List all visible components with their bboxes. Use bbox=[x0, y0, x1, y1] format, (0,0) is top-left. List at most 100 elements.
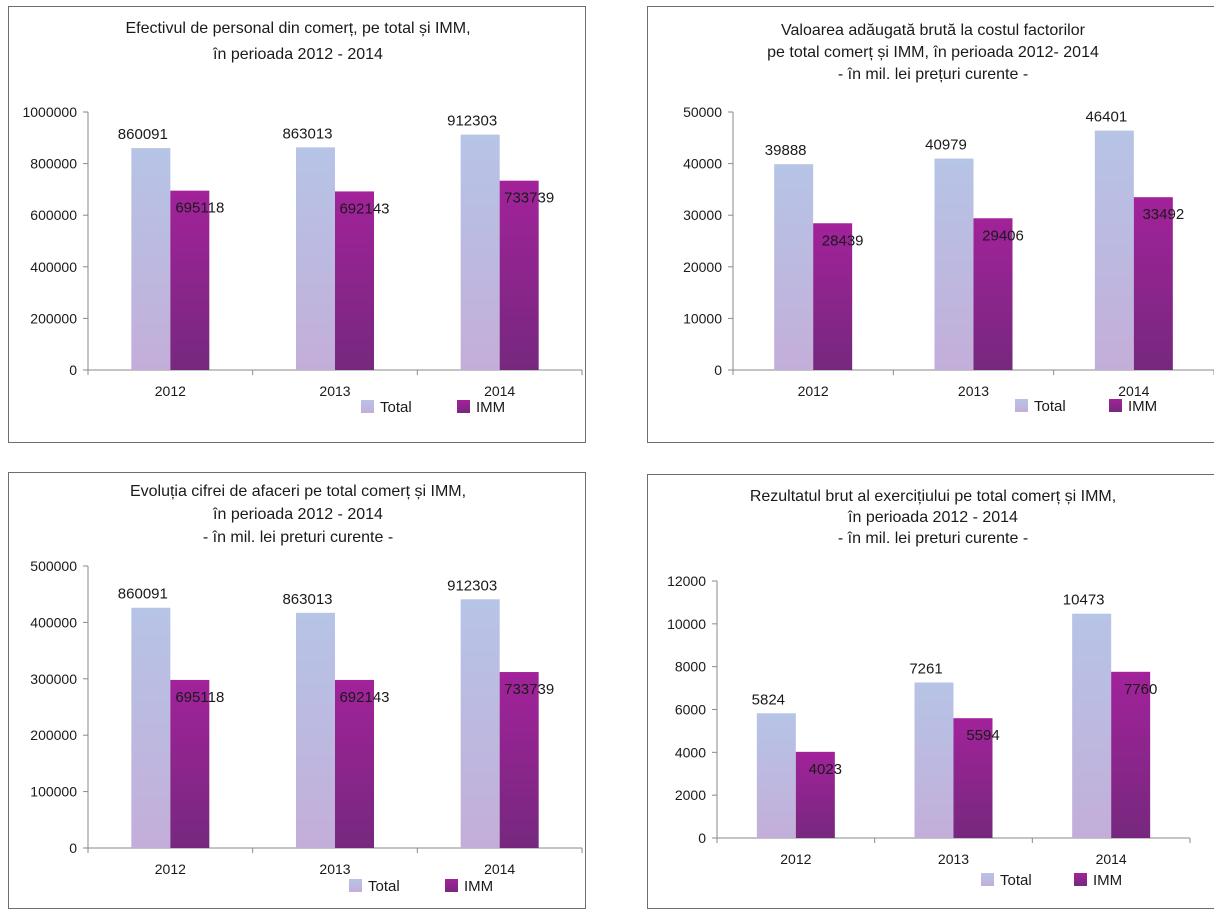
data-label: 692143 bbox=[339, 200, 389, 217]
chart-panel-gross-result: Rezultatul brut al exercițiului pe total… bbox=[647, 474, 1214, 909]
y-tick-label: 10000 bbox=[683, 310, 722, 326]
chart-value-added: Valoarea adăugată brută la costul factor… bbox=[683, 22, 1214, 415]
chart-title-line: în perioada 2012 - 2014 bbox=[847, 509, 1018, 526]
chart-title-line: în perioada 2012 - 2014 bbox=[212, 46, 383, 63]
bar-total bbox=[131, 607, 171, 848]
bar-total bbox=[756, 713, 796, 838]
y-tick-label: 0 bbox=[714, 362, 722, 378]
data-label: 7261 bbox=[909, 660, 942, 677]
y-tick-label: 400000 bbox=[30, 614, 77, 630]
chart-title-line: Rezultatul brut al exercițiului pe total… bbox=[750, 488, 1116, 505]
y-tick-label: 8000 bbox=[675, 659, 706, 675]
x-tick-label: 2013 bbox=[319, 383, 350, 399]
data-label: 860091 bbox=[118, 586, 168, 603]
x-tick-label: 2012 bbox=[780, 851, 811, 867]
x-tick-label: 2012 bbox=[798, 383, 829, 399]
y-tick-label: 800000 bbox=[30, 156, 77, 172]
legend-label-imm: IMM bbox=[1128, 398, 1157, 415]
y-tick-label: 400000 bbox=[30, 259, 77, 275]
y-tick-label: 50000 bbox=[683, 104, 722, 120]
bar-total bbox=[296, 147, 335, 370]
y-tick-label: 6000 bbox=[675, 702, 706, 718]
bar-imm bbox=[813, 223, 853, 370]
data-label: 860091 bbox=[118, 126, 168, 143]
x-tick-label: 2014 bbox=[1096, 851, 1127, 867]
chart-gross-result: Rezultatul brut al exercițiului pe total… bbox=[667, 488, 1191, 889]
data-label: 10473 bbox=[1063, 592, 1105, 609]
x-tick-label: 2012 bbox=[155, 383, 186, 399]
bar-total bbox=[1072, 613, 1112, 838]
legend-swatch-imm bbox=[457, 400, 470, 413]
legend-label-imm: IMM bbox=[464, 878, 493, 895]
data-label: 46401 bbox=[1085, 109, 1127, 126]
data-label: 695118 bbox=[175, 200, 224, 217]
chart-title-line: în perioada 2012 - 2014 bbox=[212, 506, 383, 523]
legend-swatch-total bbox=[349, 879, 362, 892]
chart-title-line: Efectivul de personal din comerț, pe tot… bbox=[125, 20, 470, 37]
bar-total bbox=[934, 158, 974, 370]
legend-swatch-total bbox=[981, 873, 994, 886]
legend-label-total: Total bbox=[1034, 398, 1066, 415]
data-label: 912303 bbox=[447, 113, 497, 130]
bar-imm bbox=[973, 218, 1013, 370]
y-tick-label: 200000 bbox=[30, 727, 77, 743]
x-tick-label: 2013 bbox=[938, 851, 969, 867]
y-tick-label: 600000 bbox=[30, 207, 77, 223]
data-label: 695118 bbox=[175, 689, 224, 706]
bar-imm bbox=[499, 180, 539, 370]
x-tick-label: 2014 bbox=[484, 383, 515, 399]
chart-title-line: Evoluția cifrei de afaceri pe total come… bbox=[130, 483, 466, 500]
data-label: 4023 bbox=[809, 761, 842, 778]
y-tick-label: 100000 bbox=[30, 784, 77, 800]
bar-imm bbox=[499, 672, 539, 848]
chart-title-line: - în mil. lei prețuri curente - bbox=[838, 66, 1028, 83]
data-label: 33492 bbox=[1142, 206, 1184, 223]
y-tick-label: 1000000 bbox=[22, 104, 77, 120]
data-label: 40979 bbox=[925, 137, 967, 154]
y-tick-label: 10000 bbox=[667, 616, 706, 632]
y-tick-label: 300000 bbox=[30, 671, 77, 687]
chart-panel-turnover: Evoluția cifrei de afaceri pe total come… bbox=[8, 472, 586, 909]
bar-imm bbox=[170, 679, 210, 848]
legend-label-imm: IMM bbox=[1093, 872, 1122, 889]
bar-imm bbox=[335, 191, 374, 370]
x-tick-label: 2013 bbox=[319, 861, 350, 877]
bar-total bbox=[774, 164, 814, 370]
data-label: 863013 bbox=[282, 125, 332, 142]
y-tick-label: 0 bbox=[69, 362, 77, 378]
bar-total bbox=[131, 148, 171, 370]
chart-title-line: - în mil. lei preturi curente - bbox=[838, 530, 1028, 547]
bar-total bbox=[296, 612, 335, 848]
bar-imm bbox=[795, 751, 835, 838]
y-tick-label: 0 bbox=[698, 830, 706, 846]
y-tick-label: 2000 bbox=[675, 787, 706, 803]
chart-title-line: pe total comerț și IMM, în perioada 2012… bbox=[767, 44, 1099, 61]
chart-title-line: - în mil. lei preturi curente - bbox=[203, 529, 393, 546]
chart-personnel: Efectivul de personal din comerț, pe tot… bbox=[22, 20, 583, 416]
y-tick-label: 40000 bbox=[683, 156, 722, 172]
data-label: 29406 bbox=[982, 227, 1024, 244]
legend-label-total: Total bbox=[368, 878, 400, 895]
data-label: 5594 bbox=[966, 727, 999, 744]
y-tick-label: 4000 bbox=[675, 744, 706, 760]
bar-imm bbox=[1111, 671, 1151, 838]
data-label: 733739 bbox=[504, 681, 554, 698]
data-label: 863013 bbox=[282, 591, 332, 608]
chart-turnover: Evoluția cifrei de afaceri pe total come… bbox=[30, 483, 583, 895]
chart-panel-personnel: Efectivul de personal din comerț, pe tot… bbox=[8, 6, 586, 443]
legend-label-total: Total bbox=[1000, 872, 1032, 889]
y-tick-label: 200000 bbox=[30, 310, 77, 326]
bar-total bbox=[460, 134, 500, 370]
legend-swatch-imm bbox=[445, 879, 458, 892]
data-label: 912303 bbox=[447, 577, 497, 594]
bar-imm bbox=[1133, 197, 1173, 370]
chart-panel-value-added: Valoarea adăugată brută la costul factor… bbox=[647, 6, 1214, 443]
bar-imm bbox=[335, 679, 374, 848]
data-label: 5824 bbox=[752, 691, 785, 708]
bar-total bbox=[1094, 130, 1134, 370]
data-label: 28439 bbox=[822, 232, 864, 249]
y-tick-label: 20000 bbox=[683, 259, 722, 275]
x-tick-label: 2013 bbox=[958, 383, 989, 399]
chart-title-line: Valoarea adăugată brută la costul factor… bbox=[781, 22, 1086, 39]
data-label: 7760 bbox=[1124, 681, 1157, 698]
